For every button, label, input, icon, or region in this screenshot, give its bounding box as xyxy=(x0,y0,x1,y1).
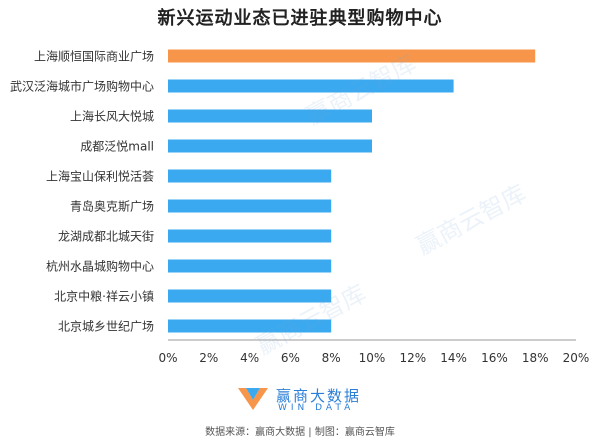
x-tick-label-9: 16% xyxy=(481,351,508,365)
category-label-4: 成都泛悦mall xyxy=(80,140,154,154)
category-label-3: 上海长风大悦城 xyxy=(70,109,154,124)
x-tick-labels: 0% 2% 4% 6% 8% 10% 12% 14% 16% 18% 20% xyxy=(158,351,589,365)
chart-title: 新兴运动业态已进驻典型购物中心 xyxy=(157,8,443,29)
bar-2 xyxy=(168,79,454,93)
bar-4 xyxy=(168,139,372,153)
category-label-5: 上海宝山保利悦活荟 xyxy=(46,169,154,184)
x-tick-label-8: 14% xyxy=(440,351,467,365)
category-label-7: 龙湖成都北城天街 xyxy=(58,229,154,244)
bar-7 xyxy=(168,229,332,243)
logo-brand-en-text: WIN DATA xyxy=(278,403,355,413)
bar-9 xyxy=(168,289,332,303)
x-tick-label-11: 20% xyxy=(563,351,590,365)
brand-logo: 赢商大数据 WIN DATA xyxy=(236,384,386,418)
x-tick-label-5: 8% xyxy=(322,351,341,365)
category-label-10: 北京城乡世纪广场 xyxy=(58,320,154,334)
bar-10 xyxy=(168,319,332,333)
x-tick-label-6: 10% xyxy=(359,351,386,365)
category-label-2: 武汉泛海城市广场购物中心 xyxy=(10,79,154,94)
bar-5 xyxy=(168,169,332,183)
x-tick-label-1: 0% xyxy=(158,351,177,365)
category-label-6: 青岛奥克斯广场 xyxy=(70,199,154,214)
bar-3 xyxy=(168,109,372,123)
category-label-1: 上海顺恒国际商业广场 xyxy=(34,49,154,64)
logo-mark-icon xyxy=(238,388,268,410)
x-tick-label-3: 4% xyxy=(240,351,259,365)
x-tick-label-2: 2% xyxy=(199,351,218,365)
bar-1 xyxy=(168,49,536,63)
bars-group xyxy=(168,49,536,333)
source-note: 数据来源：赢商大数据 | 制图：赢商云智库 xyxy=(205,427,395,438)
category-label-8: 杭州水晶城购物中心 xyxy=(46,259,154,274)
x-tick-label-7: 12% xyxy=(399,351,426,365)
x-tick-label-4: 6% xyxy=(281,351,300,365)
category-label-9: 北京中粮·祥云小镇 xyxy=(54,289,154,304)
bar-8 xyxy=(168,259,332,273)
logo-brand-text: 赢商大数据 xyxy=(276,387,362,405)
x-tick-label-10: 18% xyxy=(522,351,549,365)
bar-6 xyxy=(168,199,332,213)
